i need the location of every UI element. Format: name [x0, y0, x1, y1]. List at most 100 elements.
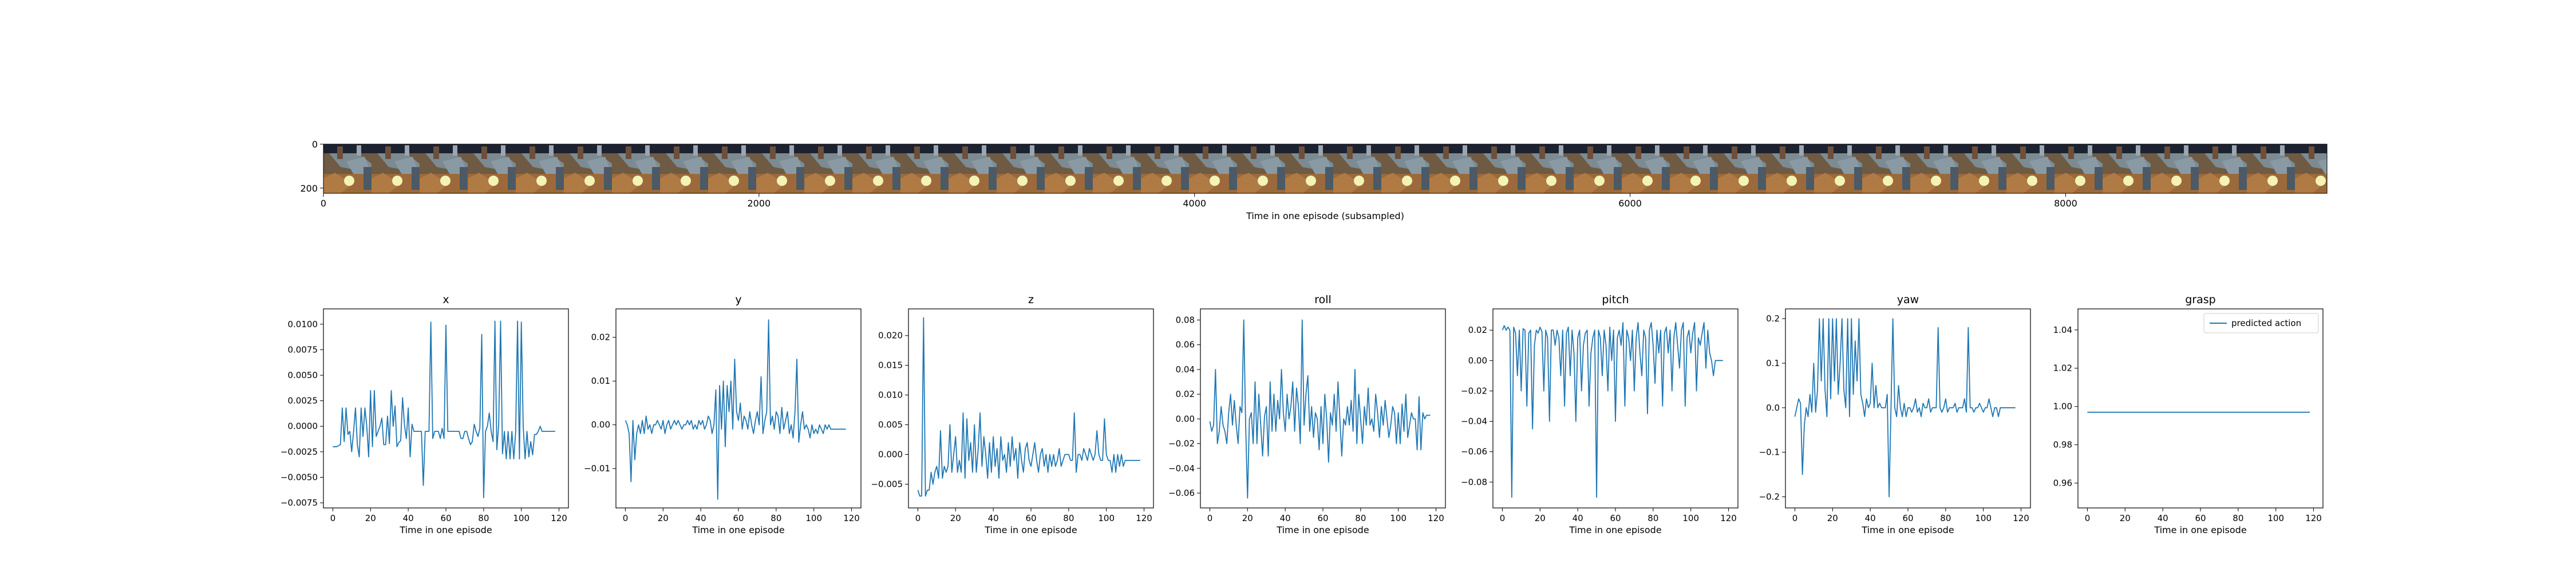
image-strip-x-axis-label: Time in one episode (subsampled): [1246, 210, 1404, 221]
x-tick-label: 40: [1280, 513, 1291, 523]
image-strip-x-tick-label: 8000: [2054, 198, 2077, 209]
x-tick-label: 120: [1428, 513, 1444, 523]
x-tick-label: 80: [478, 513, 489, 523]
y-tick-label: 0.04: [1176, 364, 1195, 375]
plot-frame: [2077, 308, 2324, 509]
x-tick-label: 20: [2120, 513, 2131, 523]
series-line-x: [333, 320, 555, 499]
plot-panel-roll: roll 0 20 40 60 80 100 120 −0.06 −0.04 −0.02 0.00 0.…: [1168, 293, 1446, 535]
x-tick-label: 80: [1355, 513, 1366, 523]
y-tick-label: 0.02: [1176, 389, 1195, 399]
image-strip-x-ticks: 0 2000 4000 6000 8000: [321, 193, 2077, 209]
y-tick-label: −0.06: [1461, 447, 1487, 457]
x-tick-label: 40: [1865, 513, 1876, 523]
y-tick-label: −0.2: [1759, 492, 1780, 502]
y-tick-label: −0.06: [1168, 488, 1195, 498]
x-tick-label: 100: [1390, 513, 1406, 523]
y-tick-label: 0.02: [1468, 325, 1487, 335]
x-tick-label: 0: [330, 513, 336, 523]
x-tick-label: 20: [1535, 513, 1546, 523]
x-tick-label: 60: [440, 513, 451, 523]
x-axis-label: Time in one episode: [399, 525, 492, 535]
x-tick-label: 0: [623, 513, 629, 523]
y-tick-label: 1.04: [2053, 325, 2072, 335]
image-strip-y-tick-label: 200: [300, 183, 318, 194]
x-tick-label: 120: [2305, 513, 2322, 523]
y-tick-label: −0.02: [1461, 386, 1487, 396]
x-tick-label: 80: [1063, 513, 1074, 523]
plot-panel-z: z 0 20 40 60 80 100 120 −0.005 0.000 0.005 0.010 0.0…: [871, 293, 1154, 535]
series-line-pitch: [1502, 322, 1723, 498]
y-tick-label: −0.0075: [280, 498, 318, 508]
plot-panel-y: y 0 20 40 60 80 100 120 −0.01 0.00 0.01 0.02 Time in…: [584, 293, 862, 535]
legend: predicted action: [2203, 313, 2319, 333]
plot-panel-yaw: yaw 0 20 40 60 80 100 120 −0.2 −0.1 0.0 0.1 0.2 Time …: [1759, 293, 2031, 535]
y-tick-label: 0.000: [878, 450, 903, 460]
x-tick-label: 20: [658, 513, 669, 523]
image-strip-frame-border: [323, 144, 2328, 194]
series-line-roll: [1209, 319, 1431, 499]
x-tick-label: 40: [2158, 513, 2168, 523]
y-tick-label: 1.00: [2053, 402, 2072, 412]
x-tick-label: 60: [1610, 513, 1621, 523]
y-tick-label: −0.1: [1759, 447, 1780, 458]
plot-title: grasp: [2185, 293, 2215, 306]
plot-panel-x: x 0 20 40 60 80 100 120 −0.0075 −0.0050 −0.0025 0.0…: [280, 293, 569, 535]
image-strip-x-tick-label: 2000: [748, 198, 771, 209]
y-tick-label: 0.08: [1176, 315, 1195, 325]
x-tick-label: 100: [805, 513, 822, 523]
y-tick-label: 0.01: [591, 376, 610, 386]
x-tick-label: 80: [1647, 513, 1658, 523]
x-tick-label: 20: [1242, 513, 1253, 523]
x-tick-label: 0: [2085, 513, 2091, 523]
series-line-z: [917, 317, 1140, 497]
plot-title: y: [735, 293, 741, 306]
action-plots: x0 20 40 60 80 100 120−0.0075−0.0050−0.00250.0…: [280, 293, 2324, 535]
x-tick-label: 20: [1827, 513, 1838, 523]
series-line-yaw: [1794, 318, 2016, 498]
y-tick-label: 0.0100: [288, 319, 318, 329]
x-tick-label: 0: [1500, 513, 1506, 523]
y-tick-label: −0.04: [1461, 416, 1487, 427]
x-tick-label: 40: [403, 513, 414, 523]
plot-frame: [615, 308, 862, 509]
plot-title: pitch: [1602, 293, 1629, 306]
x-tick-label: 80: [2233, 513, 2243, 523]
y-tick-label: 0.015: [878, 360, 903, 371]
y-tick-label: 0.005: [878, 420, 903, 430]
y-tick-label: 0.96: [2053, 478, 2072, 488]
y-tick-label: 0.2: [1766, 313, 1780, 324]
legend-box: [2203, 313, 2319, 333]
x-tick-label: 100: [1975, 513, 1992, 523]
x-axis-label: Time in one episode: [1861, 525, 1954, 535]
x-tick-label: 60: [1902, 513, 1913, 523]
y-tick-label: 0.1: [1766, 358, 1780, 368]
plot-frame: [908, 308, 1154, 509]
image-strip-x-tick-label: 0: [321, 198, 326, 209]
y-tick-label: 0.020: [878, 331, 903, 341]
x-axis-label: Time in one episode: [984, 525, 1077, 535]
y-tick-label: 0.00: [591, 420, 610, 430]
y-tick-label: −0.01: [584, 463, 610, 474]
x-axis-label: Time in one episode: [692, 525, 784, 535]
y-tick-label: 0.0075: [288, 344, 318, 355]
x-tick-label: 0: [1792, 513, 1798, 523]
x-tick-label: 100: [1098, 513, 1115, 523]
image-strip-y-ticks: 0 200: [300, 139, 323, 194]
x-axis-label: Time in one episode: [2154, 525, 2246, 535]
plot-title: yaw: [1897, 293, 1919, 306]
x-tick-label: 120: [1136, 513, 1152, 523]
x-tick-label: 20: [365, 513, 376, 523]
plot-title: z: [1028, 293, 1034, 306]
plot-panel-grasp: grasp 0 20 40 60 80 100 120 0.96 0.98 1.00 1.02 1.04…: [2053, 293, 2324, 535]
x-tick-label: 40: [696, 513, 706, 523]
y-tick-label: 0.0000: [288, 421, 318, 431]
y-tick-label: 0.0025: [288, 396, 318, 406]
plot-panel-pitch: pitch 0 20 40 60 80 100 120 −0.08 −0.06 −0.04 −0.02…: [1461, 293, 1739, 535]
plot-title: x: [442, 293, 449, 306]
x-tick-label: 100: [2267, 513, 2284, 523]
image-strip-frames: [323, 144, 2327, 193]
y-tick-label: −0.005: [871, 479, 903, 489]
y-tick-label: 0.06: [1176, 340, 1195, 350]
